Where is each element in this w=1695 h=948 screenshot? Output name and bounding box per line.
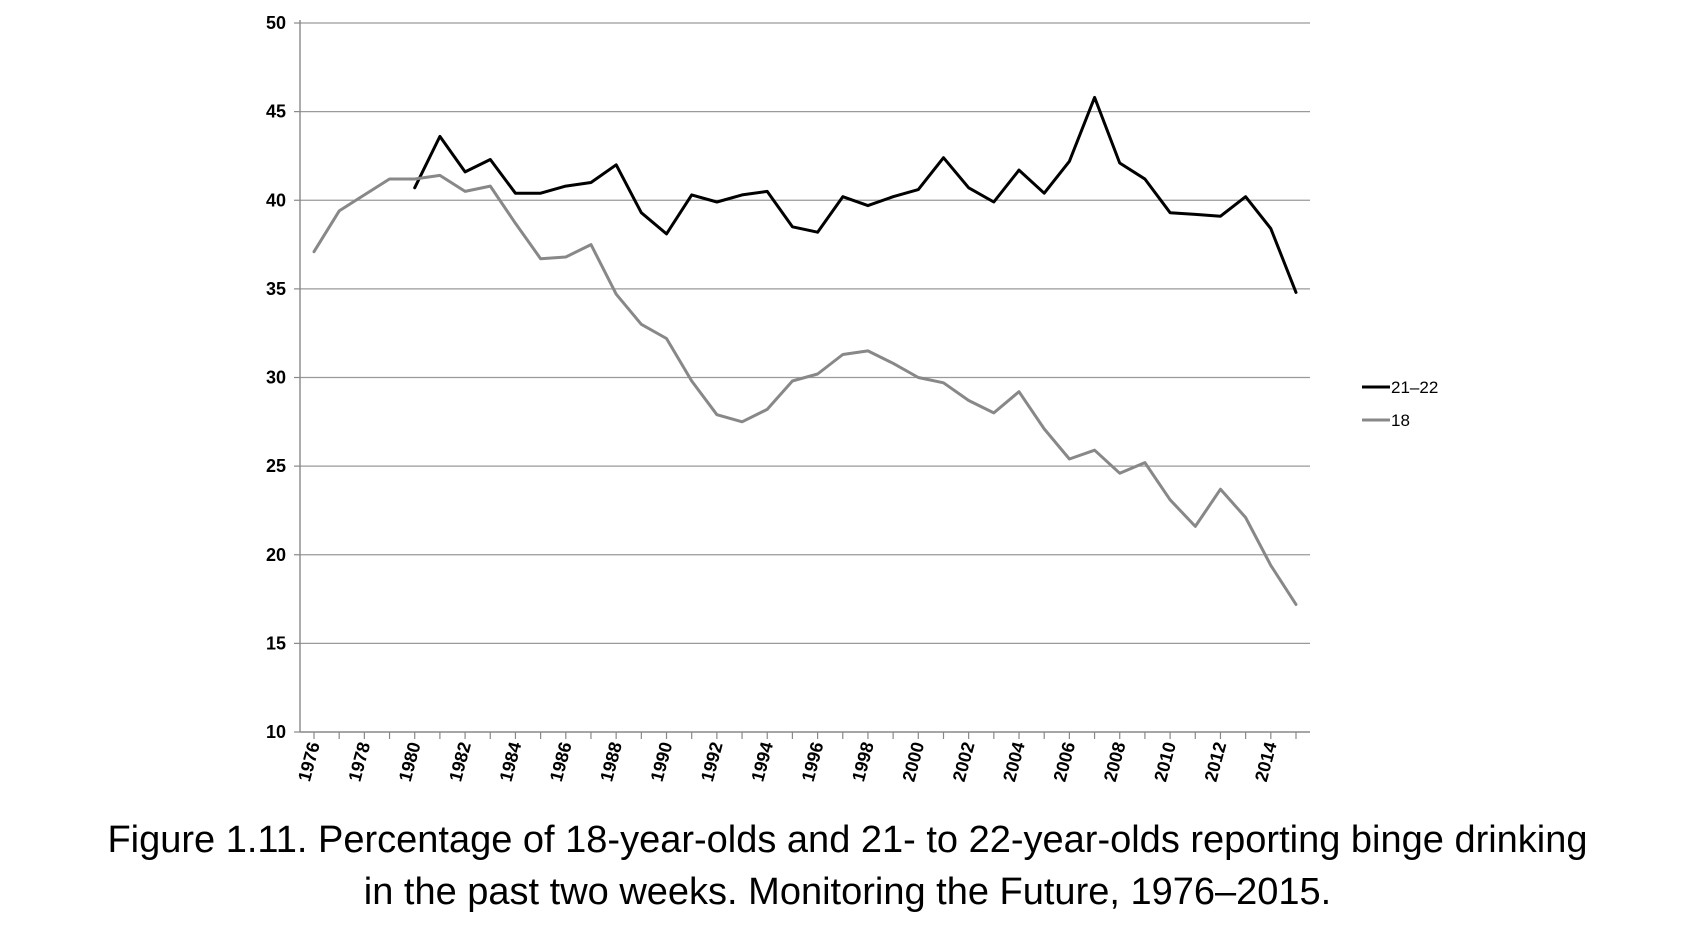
series-line-age-18 (312, 173, 1298, 606)
gridlines (300, 22, 1310, 644)
x-tick-label-1988: 1988 (596, 740, 626, 784)
y-tick-label-40: 40 (266, 190, 286, 210)
legend-label-0: 21–22 (1391, 378, 1438, 397)
series-line-age-21-22 (413, 95, 1298, 294)
x-tick-label-1996: 1996 (798, 740, 828, 784)
figure-caption: Figure 1.11. Percentage of 18-year-olds … (0, 814, 1695, 918)
x-tick-label-2000: 2000 (898, 740, 928, 784)
x-tick-label-1976: 1976 (294, 740, 324, 784)
legend: 21–22 18 (1362, 378, 1438, 430)
caption-line-2: in the past two weeks. Monitoring the Fu… (363, 871, 1332, 913)
x-tick-label-1998: 1998 (848, 740, 878, 784)
x-tick-label-2008: 2008 (1100, 740, 1130, 784)
x-tick-label-1982: 1982 (445, 740, 475, 784)
axes (299, 20, 1310, 733)
x-tick-label-2012: 2012 (1201, 740, 1231, 784)
x-tick-label-2010: 2010 (1150, 740, 1180, 784)
y-tick-label-45: 45 (266, 102, 286, 122)
x-tick-label-2002: 2002 (949, 740, 979, 784)
x-tick-label-1986: 1986 (546, 740, 576, 784)
y-tick-label-15: 15 (266, 633, 286, 653)
x-tick-label-2004: 2004 (999, 740, 1029, 784)
x-tick-label-1978: 1978 (345, 740, 375, 784)
x-tick-label-1980: 1980 (395, 740, 425, 784)
x-tick-label-1992: 1992 (697, 740, 727, 784)
y-tick-label-30: 30 (266, 368, 286, 388)
x-tick-label-1990: 1990 (647, 740, 677, 784)
y-tick-label-35: 35 (266, 279, 286, 299)
y-tick-label-10: 10 (266, 722, 286, 742)
y-tick-label-25: 25 (266, 456, 286, 476)
x-axis-ticks: 1976 1978 1980 1982 1984 1986 1988 1990 1992 1994… (294, 732, 1297, 784)
legend-label-1: 18 (1391, 411, 1410, 430)
y-tick-label-20: 20 (266, 545, 286, 565)
x-tick-label-2014: 2014 (1251, 740, 1281, 784)
x-tick-label-1994: 1994 (747, 740, 777, 784)
caption-line-1: Figure 1.11. Percentage of 18-year-olds … (107, 819, 1588, 861)
series-lines (312, 95, 1298, 606)
y-axis-ticks: 10 15 20 25 30 35 40 45 50 (266, 13, 300, 742)
y-tick-label-50: 50 (266, 13, 286, 33)
x-tick-label-1984: 1984 (496, 740, 526, 784)
x-tick-label-2006: 2006 (1050, 740, 1080, 784)
